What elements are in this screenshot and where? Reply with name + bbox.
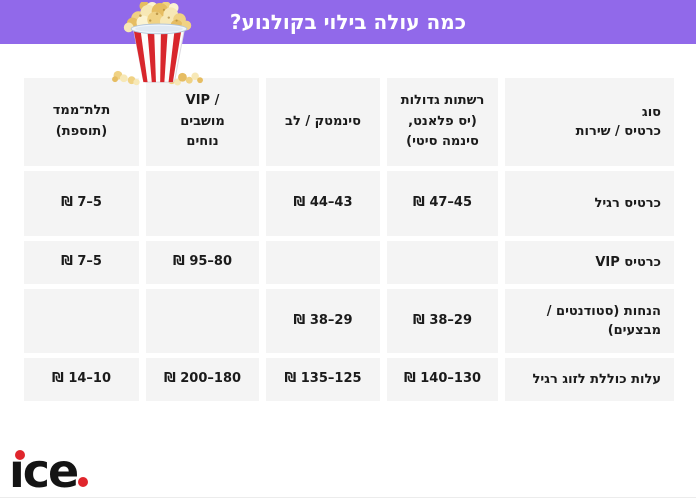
logo-red-dot-icon	[15, 450, 25, 460]
row-label-total-couple: עלות כוללת לזוג רגיל	[505, 358, 674, 401]
ice-logo: ıce	[9, 448, 89, 498]
logo-red-period-icon	[78, 477, 89, 487]
row-label-regular: כרטיס רגיל	[505, 171, 674, 236]
title-banner: כמה עולה בילוי בקולנוע?	[0, 0, 696, 44]
bottom-divider	[0, 497, 696, 498]
col-header-vip: VIP /‎ מושבים נוחים	[146, 78, 259, 166]
col-header-service: סוג כרטיס / שירות	[505, 78, 674, 166]
popcorn-bucket	[130, 23, 188, 83]
price-cell: 5–7 ₪	[24, 241, 139, 284]
col-header-chains: רשתות גדולות (יס פלאנט, סינמה סיטי)	[387, 78, 498, 166]
price-cell	[24, 289, 139, 353]
row-label-discounts: הנחות (סטודנטים / מבצעים)	[505, 289, 674, 353]
price-cell	[146, 289, 259, 353]
page-title: כמה עולה בילוי בקולנוע?	[229, 10, 467, 34]
price-cell: 29–38 ₪	[266, 289, 380, 353]
price-cell: 125–135 ₪	[266, 358, 380, 401]
price-cell	[266, 241, 380, 284]
price-cell: 10–14 ₪	[24, 358, 139, 401]
popcorn-scatter	[112, 70, 203, 86]
price-cell	[146, 171, 259, 236]
row-label-vip: כרטיס VIP	[505, 241, 674, 284]
price-cell: 5–7 ₪	[24, 171, 139, 236]
price-cell: 80–95 ₪	[146, 241, 259, 284]
price-cell: 130–140 ₪	[387, 358, 498, 401]
price-cell: 45–47 ₪	[387, 171, 498, 236]
price-cell: 43–44 ₪	[266, 171, 380, 236]
price-cell: 29–38 ₪	[387, 289, 498, 353]
col-header-cinematheque: סינמטק / לב	[266, 78, 380, 166]
col-header-3d: תלת־ממד (תוספת)	[24, 78, 139, 166]
popcorn-pile	[123, 2, 192, 33]
price-cell	[387, 241, 498, 284]
price-table: סוג כרטיס / שירות רשתות גדולות (יס פלאנט…	[23, 78, 674, 401]
popcorn-icon	[112, 2, 203, 86]
price-cell: 180–200 ₪	[146, 358, 259, 401]
